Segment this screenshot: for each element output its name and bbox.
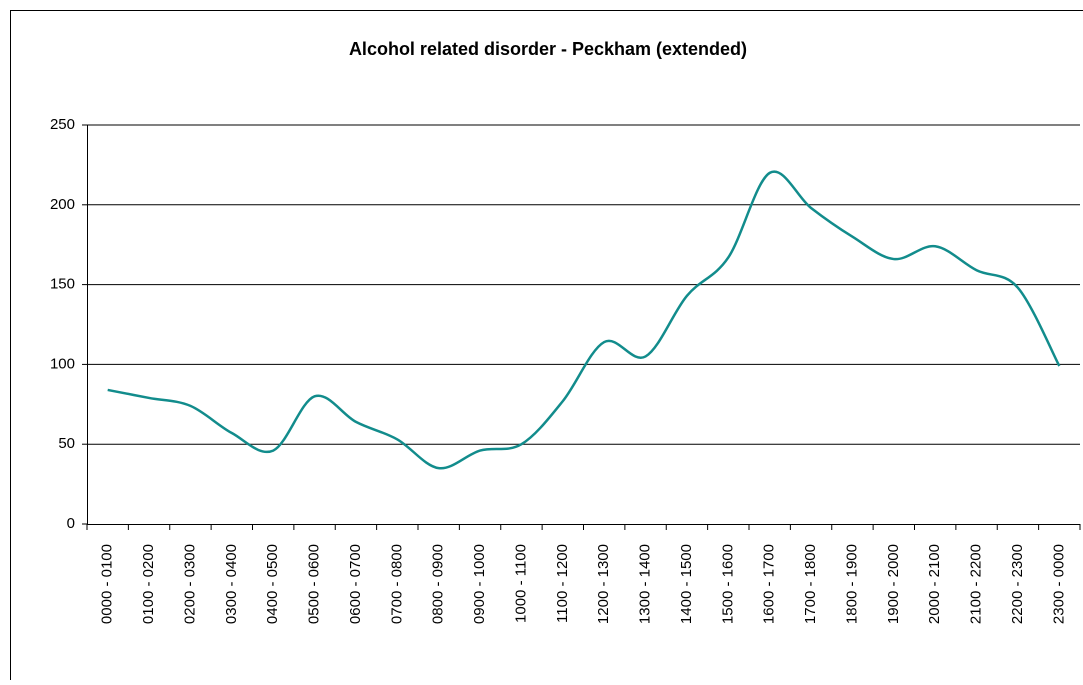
x-tick-label: 1800 - 1900 — [843, 544, 860, 624]
y-tick-label: 0 — [67, 515, 75, 532]
x-tick-label: 2000 - 2100 — [926, 544, 943, 624]
y-tick-label: 100 — [50, 355, 75, 372]
x-tick-label: 0900 - 1000 — [471, 544, 488, 624]
y-tick-label: 50 — [58, 435, 75, 452]
x-tick-label: 2300 - 0000 — [1050, 544, 1067, 624]
x-tick-label: 0800 - 0900 — [430, 544, 447, 624]
x-tick-label: 0700 - 0800 — [388, 544, 405, 624]
x-tick-label: 1900 - 2000 — [885, 544, 902, 624]
y-tick-label: 250 — [50, 116, 75, 133]
x-tick-label: 0500 - 0600 — [306, 544, 323, 624]
x-tick-label: 0200 - 0300 — [181, 544, 198, 624]
x-tick-label: 2200 - 2300 — [1009, 544, 1026, 624]
x-tick-label: 1400 - 1500 — [678, 544, 695, 624]
x-tick-label: 0400 - 0500 — [264, 544, 281, 624]
x-tick-label: 0100 - 0200 — [140, 544, 157, 624]
chart-border — [11, 11, 1083, 681]
chart-title: Alcohol related disorder - Peckham (exte… — [349, 39, 747, 59]
x-tick-label: 0600 - 0700 — [347, 544, 364, 624]
x-tick-label: 0000 - 0100 — [99, 544, 116, 624]
y-tick-label: 200 — [50, 196, 75, 213]
x-tick-label: 1200 - 1300 — [595, 544, 612, 624]
x-tick-label: 2100 - 2200 — [968, 544, 985, 624]
x-tick-label: 1500 - 1600 — [719, 544, 736, 624]
x-tick-label: 1600 - 1700 — [761, 544, 778, 624]
x-tick-label: 1100 - 1200 — [554, 544, 571, 623]
x-tick-label: 1000 - 1100 — [512, 544, 529, 623]
x-tick-label: 1700 - 1800 — [802, 544, 819, 624]
x-tick-label: 0300 - 0400 — [223, 544, 240, 624]
x-tick-label: 1300 - 1400 — [637, 544, 654, 624]
y-tick-label: 150 — [50, 276, 75, 293]
